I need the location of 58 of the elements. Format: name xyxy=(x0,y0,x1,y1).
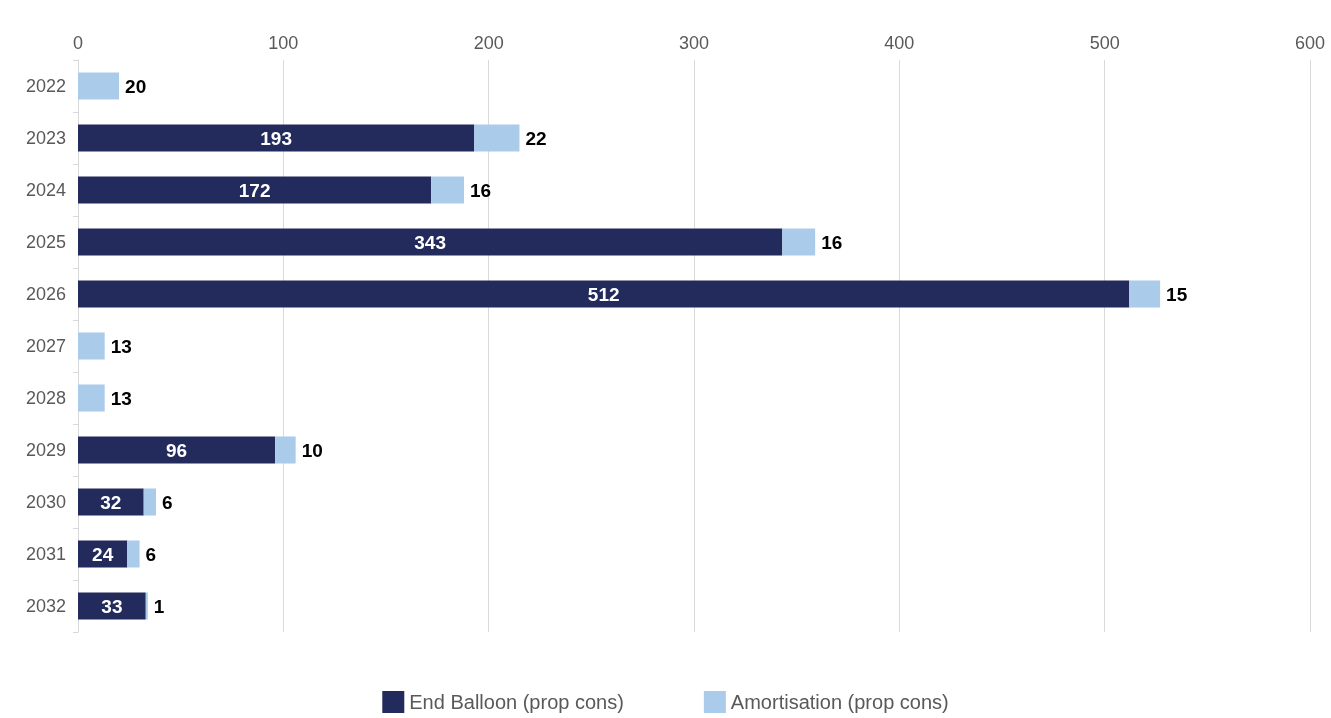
y-tick-label: 2023 xyxy=(25,128,66,148)
bar xyxy=(78,488,144,516)
data-label: 32 xyxy=(100,491,122,513)
legend-label: Amortisation (prop cons) xyxy=(730,691,949,713)
x-tick-label: 200 xyxy=(473,33,504,53)
x-tick-label: 600 xyxy=(1294,33,1326,53)
bar xyxy=(431,176,465,204)
data-label: 6 xyxy=(162,491,173,513)
data-label: 1 xyxy=(153,595,165,617)
y-tick-label: 2026 xyxy=(25,284,66,304)
bar xyxy=(78,384,105,412)
bar xyxy=(78,436,276,464)
bar xyxy=(78,280,1130,308)
bar xyxy=(145,592,148,620)
bar xyxy=(782,228,816,256)
x-tick-label: 100 xyxy=(268,33,299,53)
data-label: 96 xyxy=(165,439,188,461)
y-tick-label: 2032 xyxy=(25,596,66,616)
y-tick-label: 2030 xyxy=(25,492,66,512)
data-label: 16 xyxy=(821,231,843,253)
data-label: 20 xyxy=(125,75,147,97)
data-label: 172 xyxy=(238,179,271,201)
bar xyxy=(78,540,128,568)
y-tick-label: 2025 xyxy=(25,232,66,252)
x-tick-label: 400 xyxy=(884,33,915,53)
y-tick-label: 2024 xyxy=(25,180,66,200)
bar xyxy=(127,540,140,568)
x-tick-label: 0 xyxy=(72,33,84,53)
x-tick-label: 500 xyxy=(1089,33,1120,53)
data-label: 15 xyxy=(1166,283,1188,305)
bar xyxy=(78,124,475,152)
bar xyxy=(78,72,120,100)
data-label: 24 xyxy=(92,543,114,565)
data-label: 193 xyxy=(260,127,292,149)
data-label: 16 xyxy=(470,179,492,201)
bar xyxy=(1129,280,1161,308)
bar xyxy=(275,436,296,464)
y-tick-label: 2028 xyxy=(25,388,66,408)
y-tick-label: 2029 xyxy=(25,440,66,460)
data-label: 33 xyxy=(101,595,123,617)
data-label: 22 xyxy=(525,127,547,149)
x-tick-label: 300 xyxy=(678,33,710,53)
data-label: 6 xyxy=(145,543,157,565)
bar xyxy=(78,228,783,256)
bar xyxy=(78,592,146,620)
y-tick-label: 2027 xyxy=(25,336,66,356)
data-label: 13 xyxy=(110,335,132,357)
data-label: 10 xyxy=(301,439,323,461)
data-label: 13 xyxy=(110,387,132,409)
legend-label: End Balloon (prop cons) xyxy=(409,691,624,713)
bar xyxy=(143,488,157,516)
y-tick-label: 2022 xyxy=(25,76,66,96)
bar xyxy=(78,332,105,360)
data-label: 512 xyxy=(587,283,620,305)
data-label: 343 xyxy=(414,231,446,253)
bar xyxy=(78,176,432,204)
y-tick-label: 2031 xyxy=(25,544,66,564)
bar xyxy=(474,124,520,152)
